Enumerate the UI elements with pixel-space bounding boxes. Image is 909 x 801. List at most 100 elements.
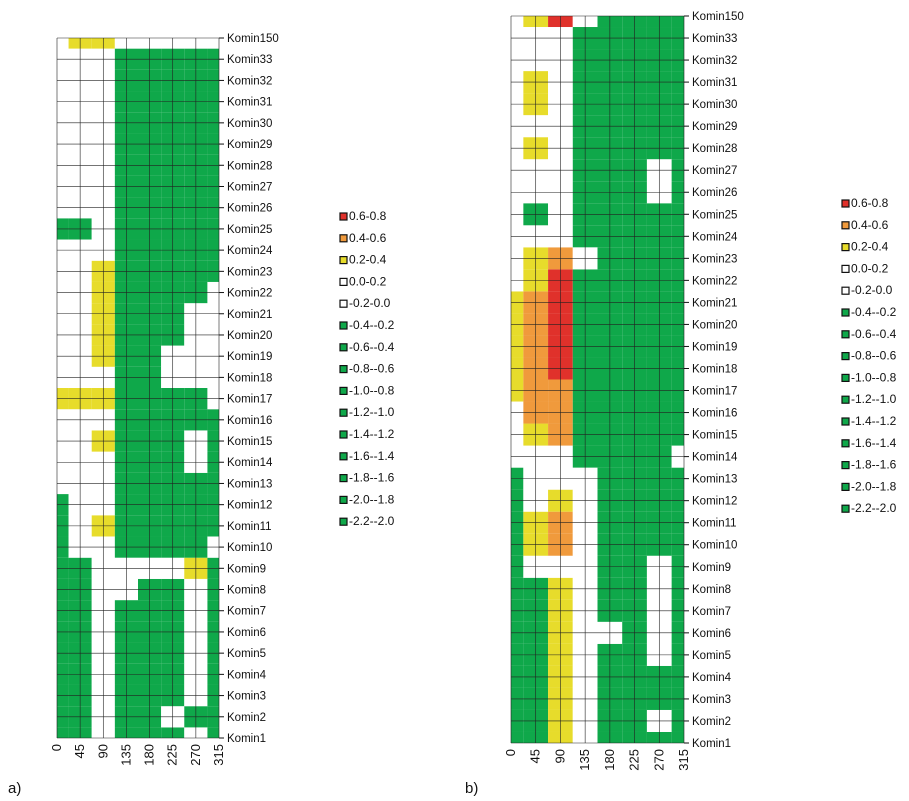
y-tick-label: Komin4 — [692, 672, 732, 684]
legend-swatch — [339, 495, 348, 504]
y-tick-label: Komin4 — [227, 669, 267, 681]
y-tick-label: Komin6 — [227, 627, 266, 639]
y-tick-label: Komin21 — [692, 297, 737, 309]
y-tick-label: Komin3 — [227, 691, 266, 703]
legend-swatch — [841, 308, 850, 317]
y-tick-label: Komin1 — [692, 738, 731, 750]
legend-swatch — [841, 482, 850, 491]
legend-swatch — [841, 352, 850, 361]
x-tick-label: 180 — [142, 744, 157, 766]
legend-label: -0.4--0.2 — [349, 318, 395, 332]
y-tick-label: Komin33 — [227, 54, 272, 66]
x-tick-label: 0 — [503, 749, 518, 756]
x-tick-label: 45 — [72, 744, 87, 758]
legend-swatch — [841, 417, 850, 426]
legend: 0.6-0.8 0.4-0.6 0.2-0.4 0.0-0.2 -0.2-0.0 -0.4… — [841, 196, 897, 515]
x-tick-label: 270 — [188, 744, 203, 766]
heat-cell — [671, 731, 684, 743]
heat-cell — [207, 38, 219, 49]
heat-cells — [511, 16, 684, 743]
legend-label: -0.6--0.4 — [349, 340, 395, 354]
y-tick-label: Komin27 — [227, 181, 272, 193]
y-tick-label: Komin26 — [227, 203, 272, 215]
y-tick-label: Komin10 — [692, 540, 737, 552]
legend-swatch — [339, 212, 348, 221]
y-tick-label: Komin30 — [692, 99, 737, 111]
legend-label: -1.8--1.6 — [349, 471, 395, 485]
legend-label: -0.2-0.0 — [851, 283, 893, 297]
legend-label: -1.2--1.0 — [349, 405, 395, 419]
y-tick-label: Komin17 — [692, 386, 737, 398]
legend-label: -0.2-0.0 — [349, 296, 391, 310]
legend-swatch — [841, 221, 850, 230]
legend-label: -0.6--0.4 — [851, 327, 897, 341]
x-tick-label: 315 — [676, 749, 691, 771]
y-tick-label: Komin32 — [692, 55, 737, 67]
legend-swatch — [841, 504, 850, 513]
y-tick-label: Komin31 — [692, 77, 737, 89]
y-tick-label: Komin20 — [227, 330, 272, 342]
legend-label: 0.6-0.8 — [851, 196, 889, 210]
legend-swatch — [841, 330, 850, 339]
x-tick-label: 315 — [211, 744, 226, 766]
y-tick-label: Komin7 — [692, 606, 731, 618]
y-tick-label: Komin24 — [227, 245, 273, 257]
legend: 0.6-0.8 0.4-0.6 0.2-0.4 0.0-0.2 -0.2-0.0 -0.4… — [339, 209, 395, 528]
y-tick-label: Komin11 — [227, 521, 272, 533]
legend-swatch — [339, 452, 348, 461]
legend-label: -1.8--1.6 — [851, 458, 897, 472]
y-tick-label: Komin1 — [227, 733, 266, 745]
grid — [56, 37, 220, 739]
y-tick-label: Komin22 — [227, 288, 272, 300]
y-tick-label: Komin13 — [227, 478, 272, 490]
legend-label: -1.2--1.0 — [851, 392, 897, 406]
y-tick-label: Komin16 — [227, 415, 272, 427]
legend-label: -0.8--0.6 — [349, 362, 395, 376]
y-tick-label: Komin5 — [227, 648, 266, 660]
legend-swatch — [841, 199, 850, 208]
y-tick-label: Komin31 — [227, 97, 272, 109]
heat-cell — [57, 38, 69, 49]
legend-swatch — [339, 365, 348, 374]
legend-label: 0.2-0.4 — [349, 253, 387, 267]
y-tick-label: Komin25 — [227, 224, 272, 236]
y-tick-label: Komin23 — [692, 253, 737, 265]
y-tick-label: Komin15 — [692, 430, 737, 442]
x-tick-label: 90 — [95, 744, 110, 758]
y-tick-label: Komin33 — [692, 33, 737, 45]
heat-cell — [511, 16, 524, 28]
y-tick-label: Komin21 — [227, 309, 272, 321]
y-tick-label: Komin7 — [227, 606, 266, 618]
legend-label: -0.4--0.2 — [851, 305, 897, 319]
panel-label: a) — [8, 780, 21, 797]
legend-label: -1.0--0.8 — [851, 370, 897, 384]
legend-label: 0.0-0.2 — [851, 261, 889, 275]
legend-swatch — [841, 286, 850, 295]
heat-cell — [57, 727, 69, 738]
heat-cell — [207, 727, 219, 738]
y-tick-label: Komin9 — [692, 562, 731, 574]
y-tick-label: Komin6 — [692, 628, 731, 640]
y-tick-label: Komin29 — [227, 139, 272, 151]
x-tick-label: 0 — [49, 744, 64, 751]
legend-swatch — [339, 517, 348, 526]
heat-cell — [511, 731, 524, 743]
y-tick-label: Komin9 — [227, 563, 266, 575]
y-tick-label: Komin8 — [692, 584, 731, 596]
legend-swatch — [339, 256, 348, 265]
legend-swatch — [841, 264, 850, 273]
y-tick-label: Komin30 — [227, 118, 272, 130]
y-tick-label: Komin3 — [692, 694, 731, 706]
panel-label: b) — [465, 780, 478, 797]
y-tick-label: Komin17 — [227, 394, 272, 406]
legend-swatch — [841, 243, 850, 252]
y-tick-label: Komin2 — [227, 712, 266, 724]
legend-swatch — [339, 277, 348, 286]
legend-swatch — [841, 395, 850, 404]
legend-swatch — [339, 234, 348, 243]
legend-label: -1.6--1.4 — [851, 436, 897, 450]
legend-label: 0.6-0.8 — [349, 209, 387, 223]
